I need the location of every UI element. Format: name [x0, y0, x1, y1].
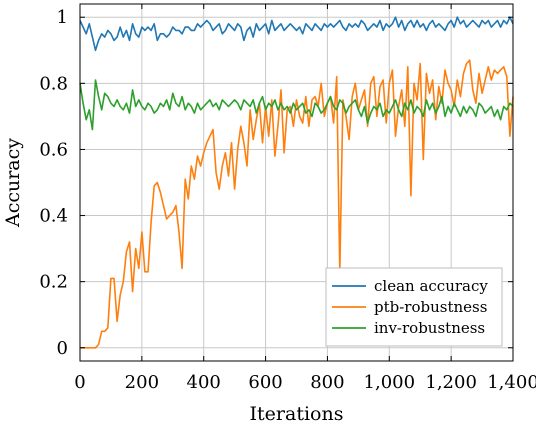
y-tick-label: 0.2 [39, 272, 68, 293]
legend-label: clean accuracy [374, 277, 488, 295]
x-tick-label: 1,400 [487, 372, 536, 393]
series-lines [79, 16, 514, 349]
axis-ticks: 0 200 400 600 800 1,000 1,200 1,400 0 0.2 0.4 0.6 0.… [39, 4, 536, 393]
y-tick-label: 0.6 [39, 139, 68, 160]
y-tick-label: 0.4 [39, 206, 68, 227]
x-tick-label: 200 [125, 372, 159, 393]
x-axis-label: Iterations [250, 403, 344, 424]
y-axis-label: Accuracy [2, 138, 24, 228]
x-tick-label: 1,200 [425, 372, 477, 393]
x-tick-label: 600 [248, 372, 282, 393]
y-tick-label: 1 [57, 7, 68, 28]
y-tick-label: 0.8 [39, 73, 68, 94]
y-tick-label: 0 [57, 338, 68, 359]
x-tick-label: 1,000 [364, 372, 416, 393]
x-tick-label: 0 [74, 372, 85, 393]
series-line-clean-accuracy [79, 16, 514, 52]
legend-label: ptb-robustness [374, 298, 487, 316]
x-tick-label: 800 [310, 372, 344, 393]
plot-frame [79, 3, 514, 362]
legend-label: inv-robustness [374, 319, 485, 337]
series-line-inv-robustness [79, 79, 514, 131]
legend: clean accuracy ptb-robustness inv-robustne… [325, 267, 503, 347]
x-tick-label: 400 [187, 372, 221, 393]
